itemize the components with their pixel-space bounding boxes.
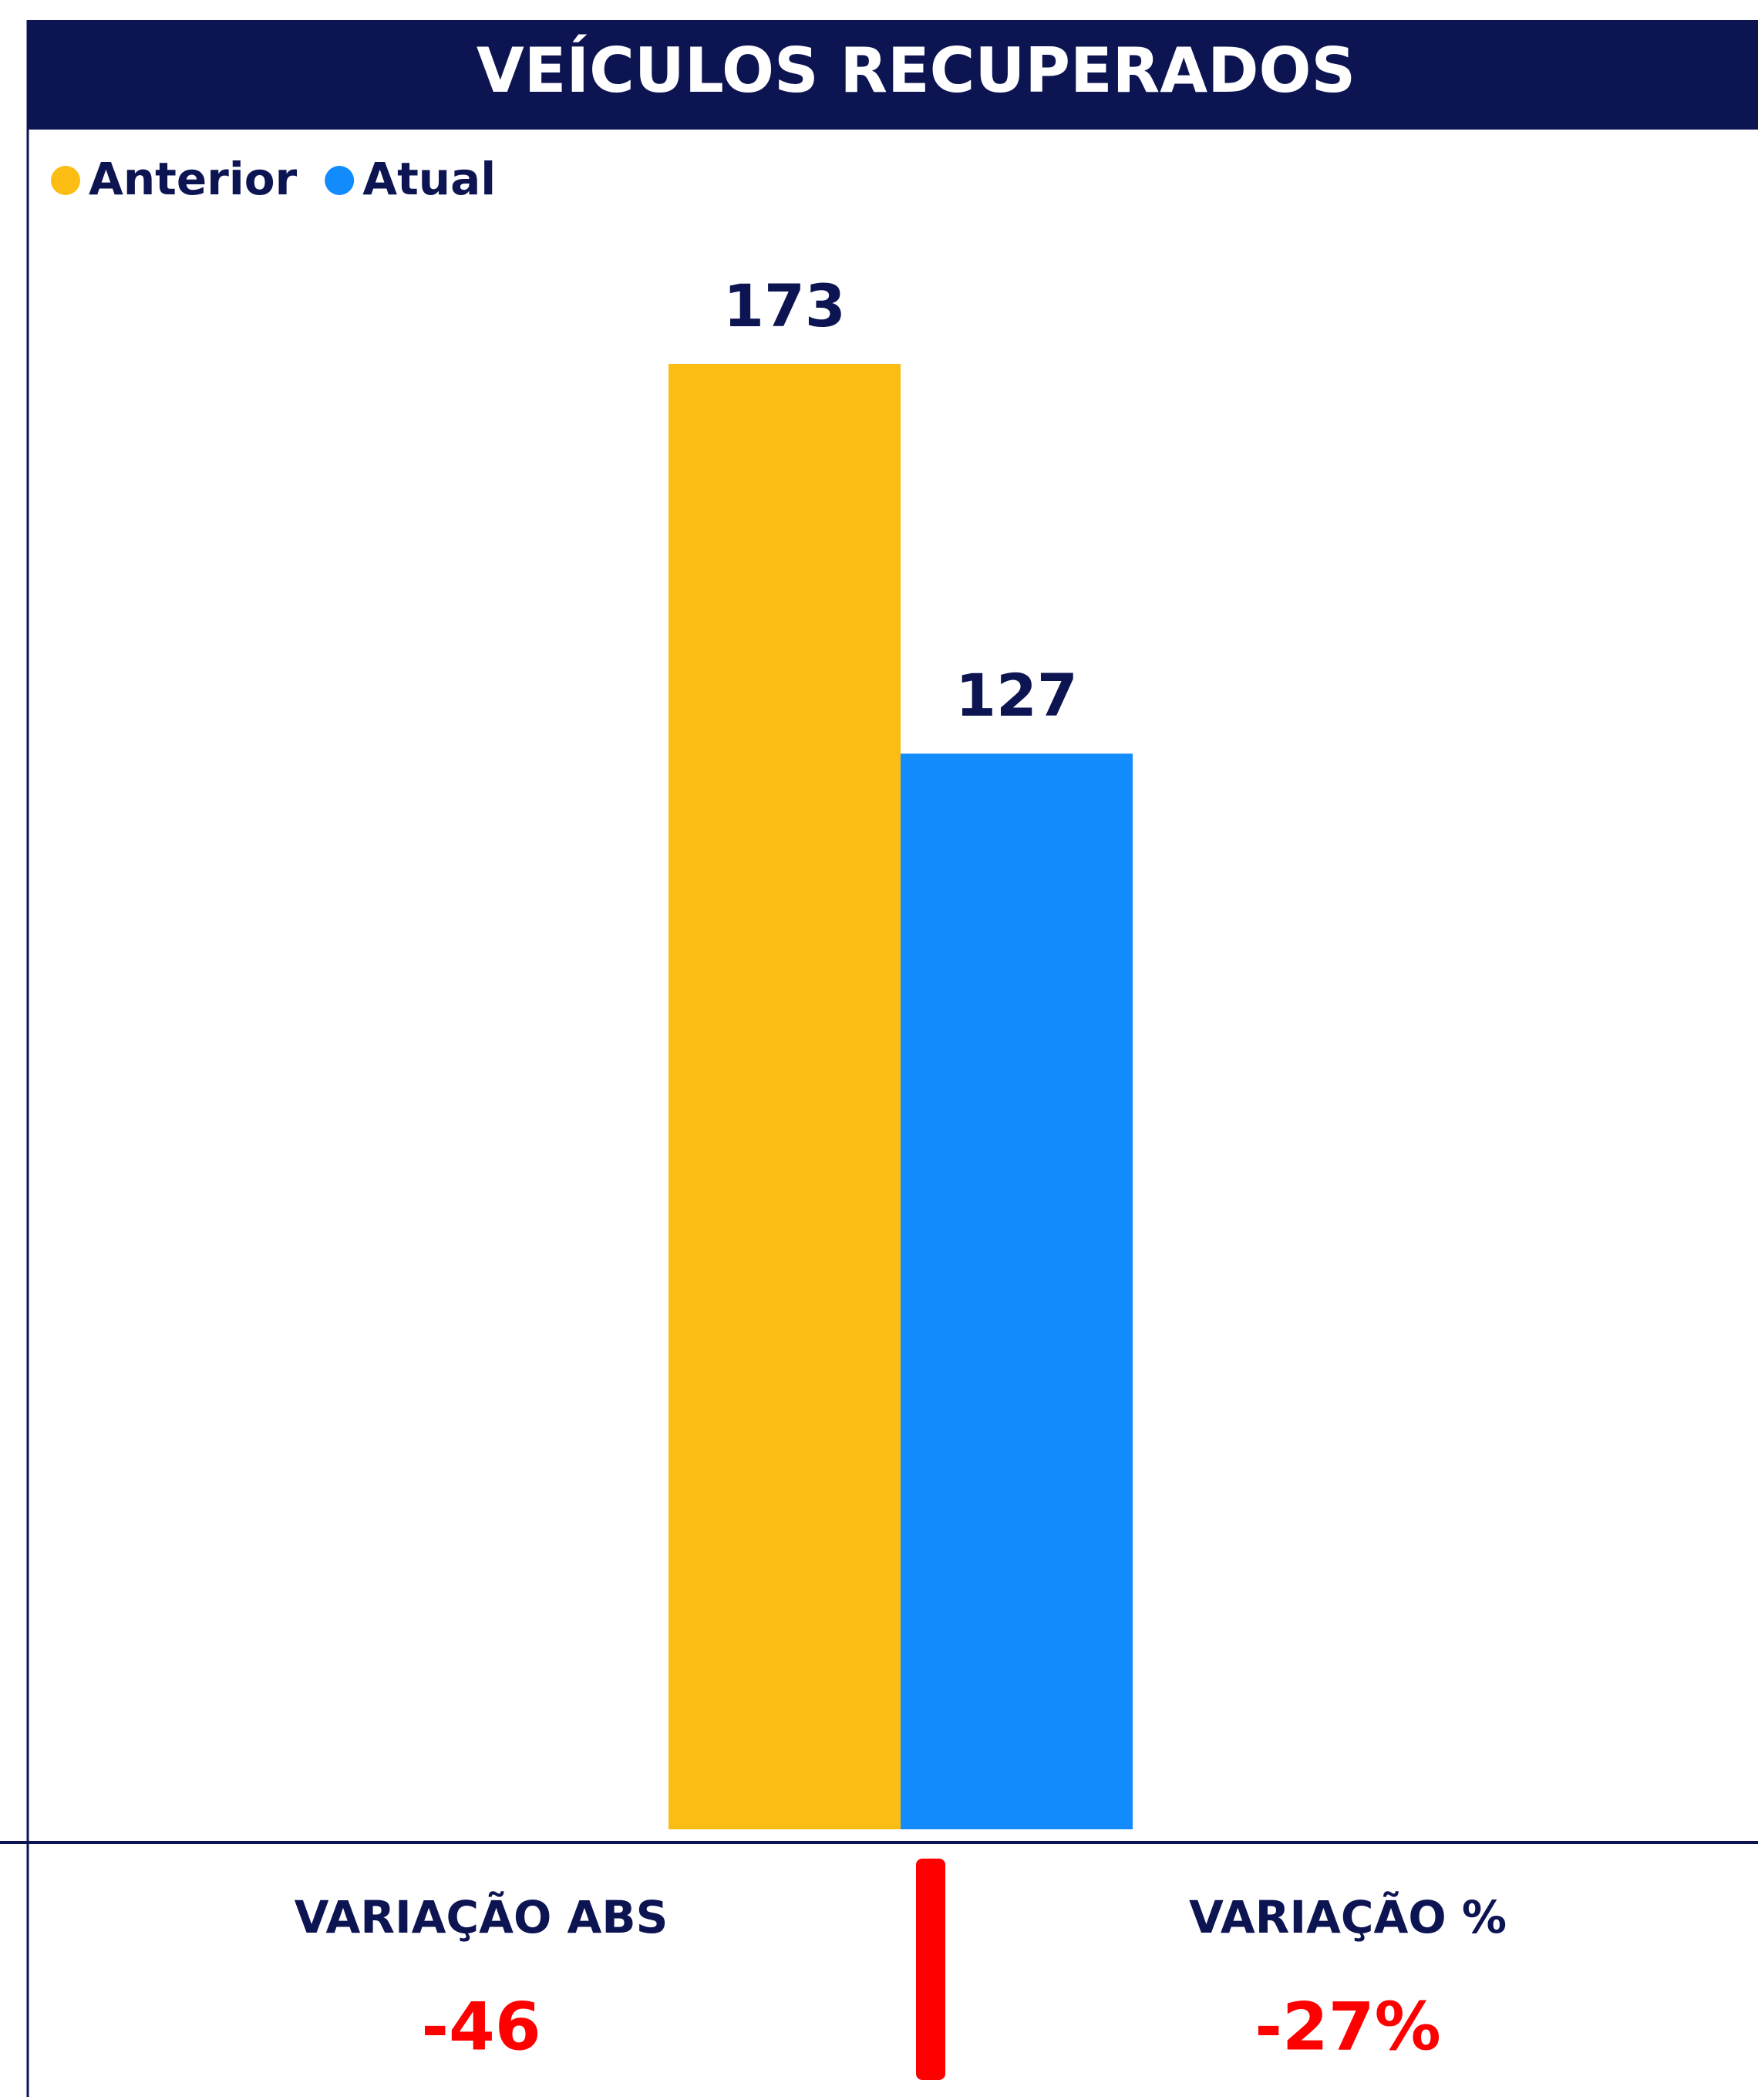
bar	[669, 364, 901, 1829]
page: VEÍCULOS RECUPERADOS Anterior Atual 173 127…	[0, 0, 1758, 2097]
legend-label: Anterior	[89, 153, 298, 205]
legend-label: Atual	[362, 153, 496, 205]
legend-marker	[51, 166, 80, 195]
separator	[916, 1859, 945, 2080]
chart: VEÍCULOS RECUPERADOS Anterior Atual 173 127…	[0, 0, 1758, 2097]
kpi-label: VARIAÇÃO %	[1189, 1890, 1507, 1943]
data-label: 173	[723, 271, 846, 340]
bar	[901, 753, 1133, 1829]
data-label: 127	[955, 661, 1078, 730]
kpi-value: -27%	[1255, 1988, 1441, 2065]
kpi-label: VARIAÇÃO ABS	[295, 1890, 669, 1943]
chart-title: VEÍCULOS RECUPERADOS	[477, 34, 1356, 106]
legend-marker	[325, 166, 354, 195]
kpi-value: -46	[421, 1988, 541, 2065]
